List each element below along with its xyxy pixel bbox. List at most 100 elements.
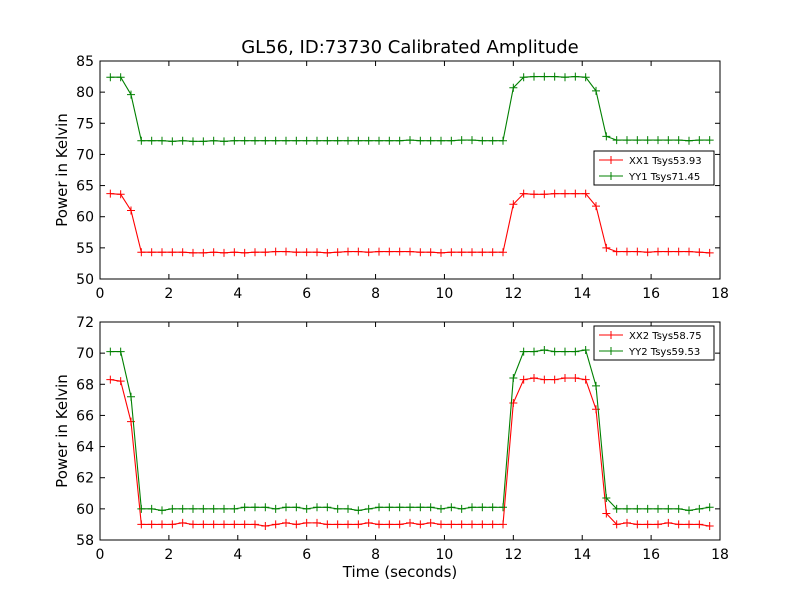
data-point-marker bbox=[468, 248, 476, 257]
data-point-marker bbox=[354, 506, 363, 515]
data-point-marker bbox=[395, 520, 404, 529]
data-point-marker bbox=[426, 136, 435, 145]
data-point-marker bbox=[426, 518, 435, 527]
data-point-marker bbox=[499, 136, 507, 145]
data-point-marker bbox=[550, 189, 559, 198]
data-point-marker bbox=[592, 381, 600, 390]
data-point-marker bbox=[581, 73, 590, 82]
x-tick-label: 4 bbox=[233, 547, 242, 563]
data-point-marker bbox=[261, 248, 270, 257]
data-point-marker bbox=[540, 346, 549, 355]
x-tick-label: 16 bbox=[642, 286, 660, 302]
data-point-marker bbox=[199, 520, 208, 529]
data-point-marker bbox=[344, 520, 352, 529]
data-point-marker bbox=[509, 398, 518, 407]
data-point-marker bbox=[292, 136, 301, 145]
data-point-marker bbox=[643, 520, 652, 529]
legend-box bbox=[593, 325, 715, 361]
data-point-marker bbox=[230, 520, 239, 529]
data-point-marker bbox=[158, 520, 166, 529]
data-point-marker bbox=[158, 136, 166, 145]
data-point-marker bbox=[643, 504, 652, 513]
data-point-marker bbox=[127, 392, 135, 401]
data-point-marker bbox=[499, 520, 507, 529]
data-point-marker bbox=[540, 375, 549, 384]
x-axis-label: Time (seconds) bbox=[342, 563, 458, 581]
data-point-marker bbox=[509, 374, 518, 383]
data-point-marker bbox=[271, 247, 280, 256]
data-point-marker bbox=[571, 189, 580, 198]
data-point-marker bbox=[705, 503, 714, 512]
data-point-marker bbox=[633, 504, 642, 513]
y-tick-label: 70 bbox=[76, 147, 94, 163]
data-point-marker bbox=[581, 189, 590, 198]
data-point-marker bbox=[623, 136, 631, 145]
legend-swatch-marker bbox=[607, 172, 615, 180]
data-point-marker bbox=[406, 503, 414, 512]
data-point-marker bbox=[571, 347, 580, 356]
data-point-marker bbox=[664, 136, 673, 145]
x-tick-label: 14 bbox=[573, 286, 591, 302]
data-point-marker bbox=[519, 375, 528, 384]
data-point-marker bbox=[457, 520, 466, 529]
data-point-marker bbox=[685, 506, 693, 515]
data-point-marker bbox=[571, 374, 580, 383]
data-point-marker bbox=[240, 503, 249, 512]
data-point-marker bbox=[189, 248, 197, 257]
data-point-marker bbox=[457, 136, 466, 145]
data-point-marker bbox=[209, 248, 218, 257]
legend-swatch-marker bbox=[607, 347, 615, 355]
legend-label: XX2 Tsys58.75 bbox=[629, 331, 702, 342]
data-point-marker bbox=[364, 518, 373, 527]
data-point-marker bbox=[199, 137, 208, 146]
y-tick-label: 72 bbox=[76, 315, 94, 331]
x-tick-label: 8 bbox=[371, 547, 380, 563]
data-point-marker bbox=[488, 248, 497, 257]
data-point-marker bbox=[137, 248, 146, 257]
data-point-marker bbox=[220, 504, 228, 513]
data-point-marker bbox=[416, 503, 425, 512]
data-point-marker bbox=[468, 136, 476, 145]
data-point-marker bbox=[468, 503, 476, 512]
data-point-marker bbox=[695, 520, 704, 529]
data-point-marker bbox=[127, 206, 135, 215]
data-point-marker bbox=[612, 504, 621, 513]
x-tick-label: 14 bbox=[573, 547, 591, 563]
data-point-marker bbox=[478, 248, 487, 257]
data-point-marker bbox=[116, 377, 125, 386]
legend: XX2 Tsys58.75 YY2 Tsys59.53 bbox=[593, 325, 715, 361]
data-point-marker bbox=[292, 248, 301, 257]
data-point-marker bbox=[261, 521, 270, 530]
legend-label: YY2 Tsys59.53 bbox=[628, 347, 700, 358]
data-point-marker bbox=[509, 83, 518, 92]
data-point-marker bbox=[447, 503, 456, 512]
data-point-marker bbox=[240, 136, 249, 145]
x-tick-label: 6 bbox=[302, 547, 311, 563]
data-point-marker bbox=[654, 504, 662, 513]
data-point-marker bbox=[209, 520, 218, 529]
data-point-marker bbox=[251, 136, 259, 145]
data-point-marker bbox=[395, 247, 404, 256]
data-point-marker bbox=[643, 248, 652, 257]
data-point-marker bbox=[199, 504, 208, 513]
y-tick-label: 60 bbox=[76, 502, 94, 518]
data-point-marker bbox=[106, 347, 115, 356]
data-point-marker bbox=[416, 520, 425, 529]
data-point-marker bbox=[385, 520, 394, 529]
x-tick-label: 8 bbox=[371, 286, 380, 302]
data-point-marker bbox=[499, 248, 507, 257]
data-point-marker bbox=[623, 504, 631, 513]
data-point-marker bbox=[220, 137, 228, 146]
legend-label: XX1 Tsys53.93 bbox=[629, 156, 702, 167]
data-point-marker bbox=[375, 247, 383, 256]
data-point-marker bbox=[695, 248, 704, 257]
chart-panel-1: 0 2 4 6 8 10 12 14 16 18 50 55 60 65 70 75 80 85 Power in … bbox=[53, 54, 729, 302]
data-point-marker bbox=[178, 248, 187, 257]
y-axis-label: Power in Kelvin bbox=[53, 374, 71, 488]
data-point-marker bbox=[478, 503, 487, 512]
data-point-marker bbox=[323, 248, 332, 257]
data-point-marker bbox=[457, 248, 466, 257]
data-point-marker bbox=[230, 248, 239, 257]
